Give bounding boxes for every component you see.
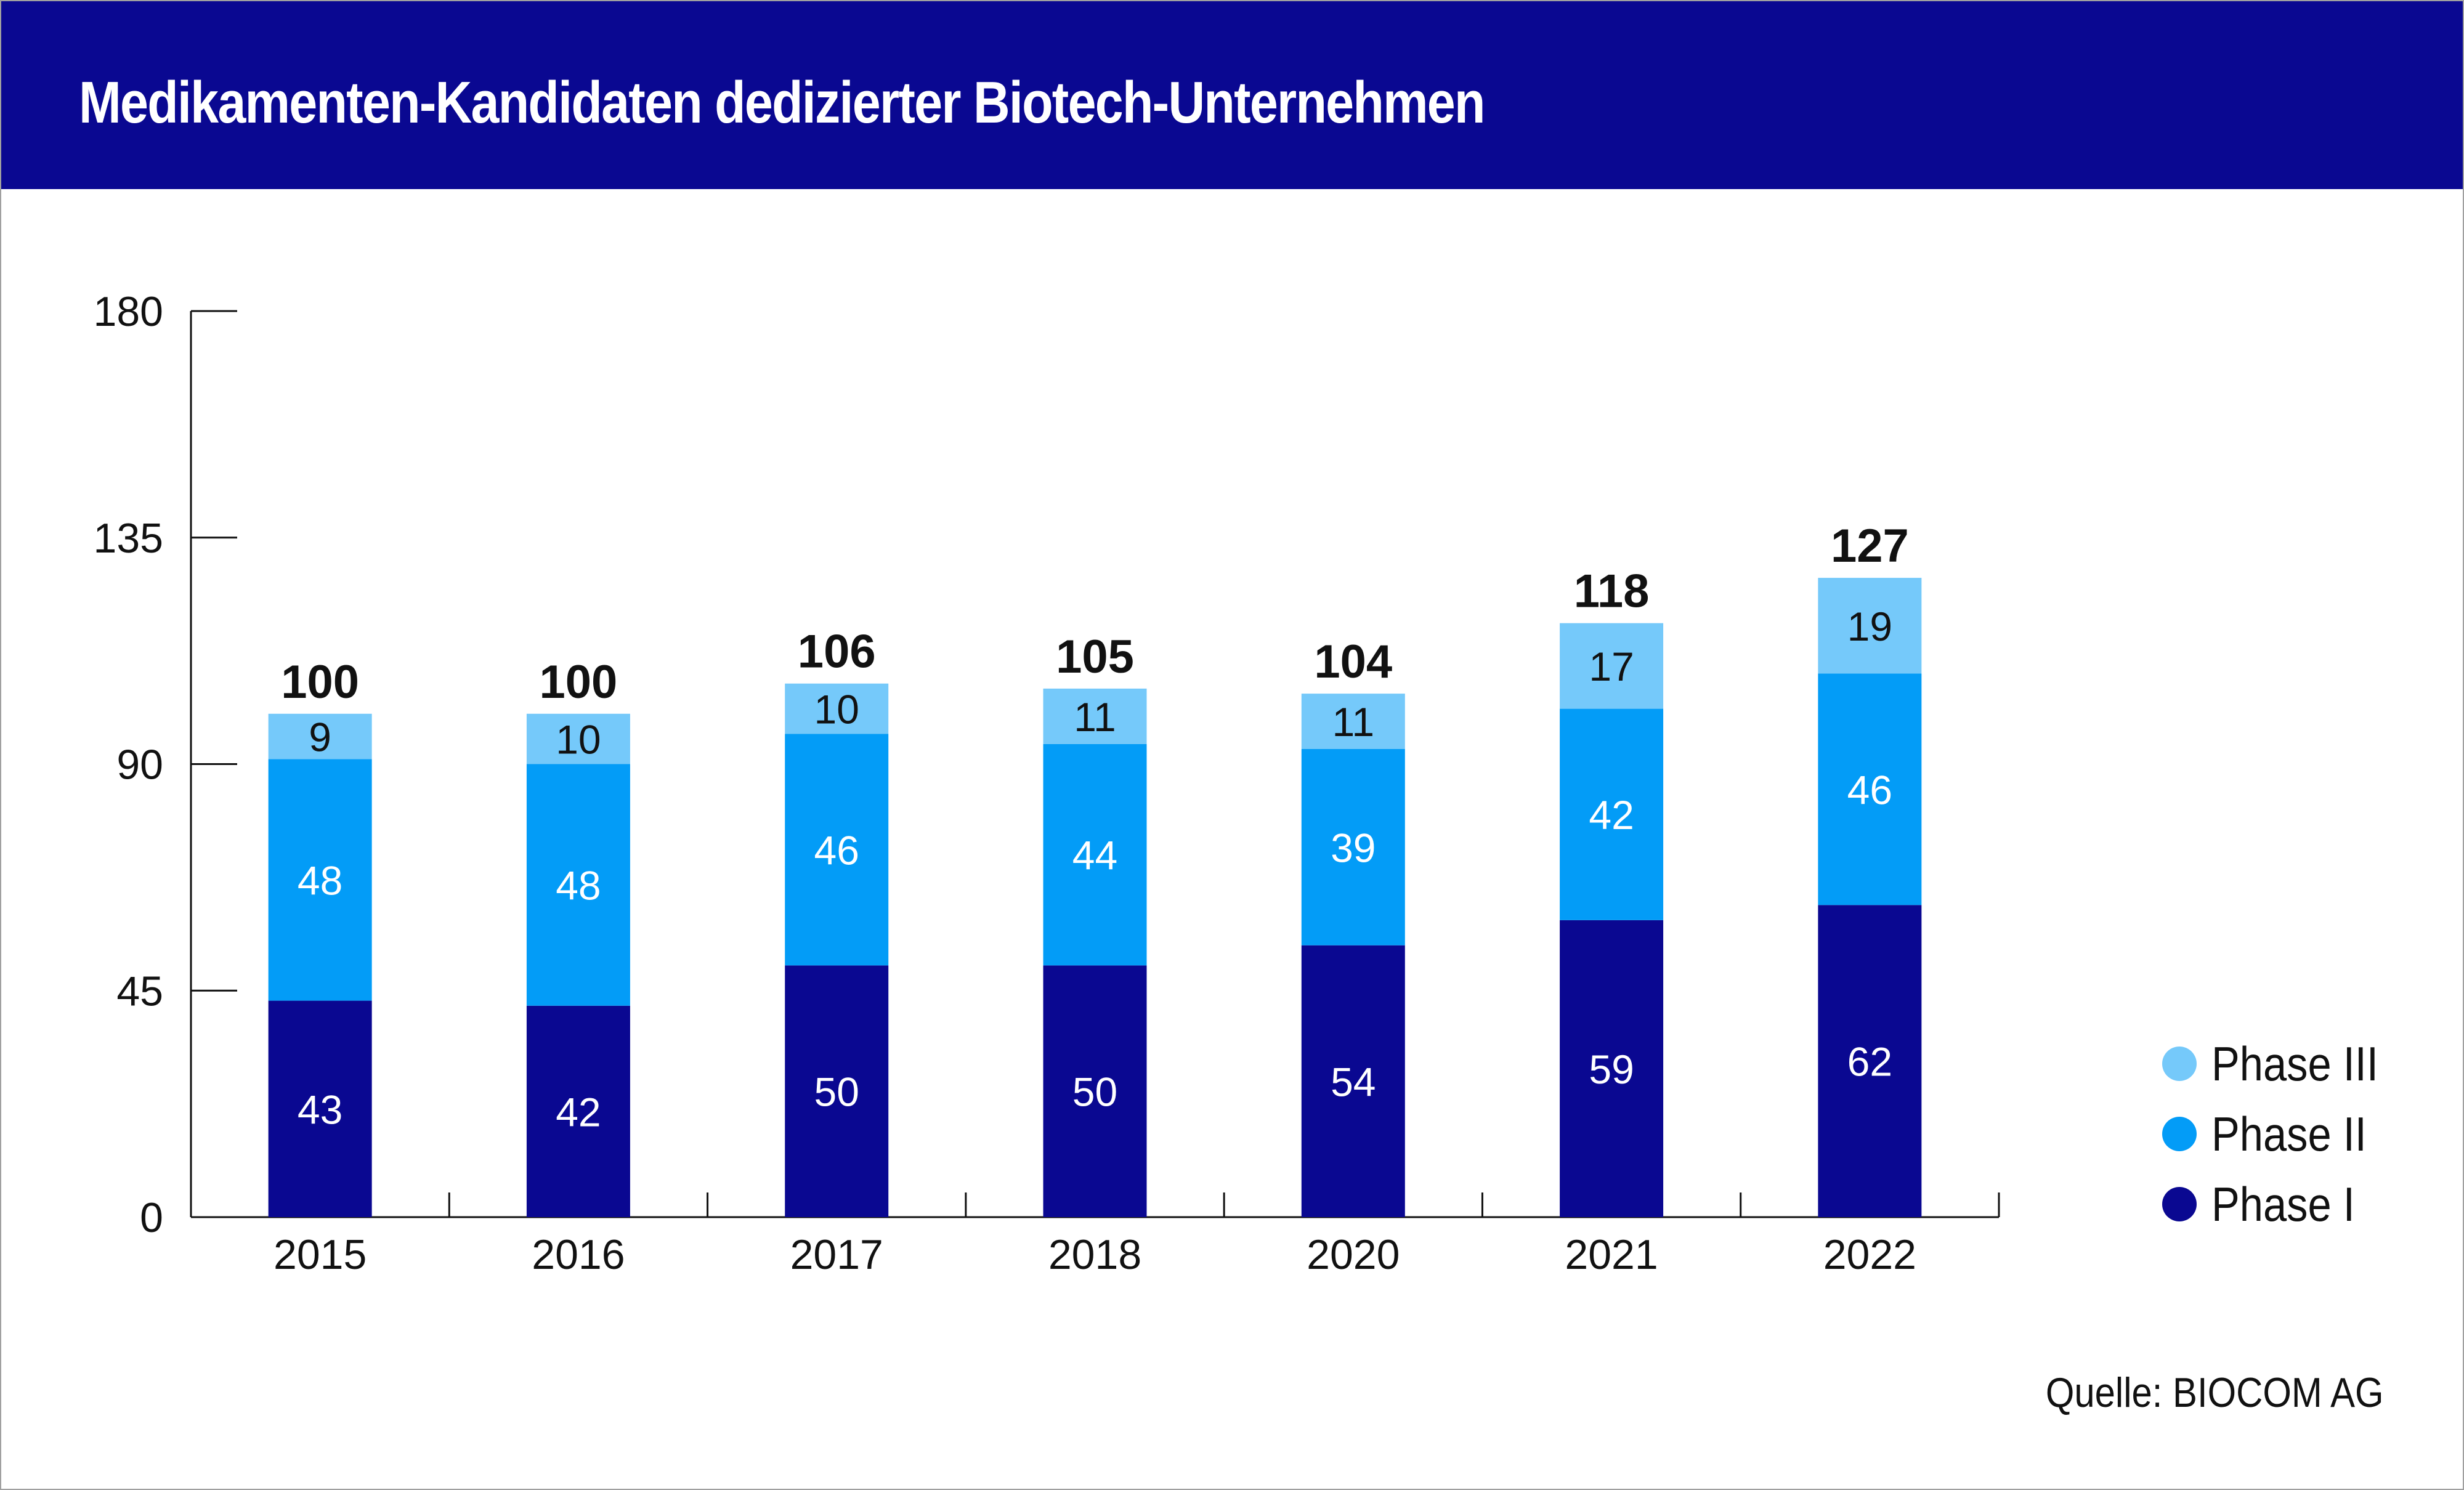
bar-segment: [1043, 743, 1147, 966]
bar-segment: [1818, 673, 1922, 905]
bar-segment: [1043, 688, 1147, 744]
bar-total-label: 104: [1314, 636, 1392, 688]
bar-total-label: 100: [281, 656, 359, 708]
legend-label-phase-3: Phase III: [2211, 1036, 2378, 1091]
legend-item-phase-2: Phase II: [2162, 1099, 2401, 1169]
bar-segment: [1818, 905, 1922, 1217]
bar-value-label: 19: [1847, 604, 1892, 649]
bar-segment: [785, 734, 889, 966]
legend-item-phase-1: Phase I: [2162, 1169, 2401, 1239]
bar-value-label: 10: [556, 717, 601, 763]
bar-value-label: 59: [1589, 1047, 1634, 1092]
bar-value-label: 50: [814, 1069, 859, 1115]
bar-total-label: 106: [798, 626, 876, 678]
bar-value-label: 48: [556, 863, 601, 909]
bar-segment: [268, 759, 372, 1001]
bar-segment: [785, 965, 889, 1217]
legend-item-phase-3: Phase III: [2162, 1029, 2401, 1099]
y-tick-label: 180: [94, 288, 163, 335]
x-tick-label: 2015: [274, 1231, 367, 1278]
y-tick-label: 45: [116, 968, 163, 1014]
title-banner: Medikamenten-Kandidaten dedizierter Biot…: [1, 1, 2463, 189]
x-tick-label: 2018: [1048, 1231, 1141, 1278]
bar-value-label: 44: [1072, 833, 1117, 878]
legend-swatch-phase-2: [2162, 1117, 2197, 1151]
bar-value-label: 48: [298, 857, 342, 903]
bar-segment: [526, 713, 630, 764]
source-note: Quelle: BIOCOM AG: [2046, 1369, 2384, 1416]
bar-value-label: 42: [1589, 792, 1634, 838]
bar-segment: [1301, 945, 1405, 1217]
y-tick-label: 135: [94, 515, 163, 562]
bar-segment: [268, 1000, 372, 1217]
bar-total-label: 105: [1056, 631, 1134, 683]
bar-value-label: 50: [1072, 1069, 1117, 1115]
legend-label-phase-2: Phase II: [2211, 1106, 2367, 1161]
bar-value-label: 46: [814, 827, 859, 873]
bar-segment: [268, 713, 372, 759]
x-tick-label: 2022: [1823, 1231, 1916, 1278]
bar-value-label: 39: [1331, 825, 1376, 870]
y-tick-label: 0: [140, 1194, 163, 1241]
y-tick-label: 90: [116, 742, 163, 788]
bar-total-label: 118: [1574, 565, 1650, 618]
bar-value-label: 62: [1847, 1039, 1892, 1085]
legend-swatch-phase-1: [2162, 1187, 2197, 1221]
bar-value-label: 11: [1074, 694, 1116, 740]
bar-segment: [526, 1005, 630, 1217]
legend: Phase III Phase II Phase I: [2162, 1029, 2401, 1239]
x-tick-label: 2020: [1307, 1231, 1400, 1278]
bar-segment: [1043, 965, 1147, 1217]
bar-value-label: 10: [814, 687, 859, 732]
bar-segment: [1560, 623, 1664, 709]
bar-total-label: 100: [540, 656, 618, 708]
bar-segment: [1818, 578, 1922, 674]
bar-segment: [526, 764, 630, 1006]
legend-label-phase-1: Phase I: [2211, 1176, 2355, 1231]
bar-value-label: 9: [309, 715, 331, 760]
bar-value-label: 11: [1332, 699, 1375, 745]
legend-swatch-phase-3: [2162, 1047, 2197, 1081]
bar-value-label: 46: [1847, 767, 1892, 812]
bar-value-label: 54: [1331, 1059, 1376, 1104]
bar-value-label: 43: [298, 1087, 342, 1132]
x-tick-label: 2021: [1565, 1231, 1658, 1278]
bar-segment: [785, 683, 889, 734]
bar-segment: [1301, 694, 1405, 749]
bar-segment: [1560, 920, 1664, 1217]
x-tick-label: 2017: [790, 1231, 883, 1278]
bar-segment: [1560, 708, 1664, 920]
chart-title: Medikamenten-Kandidaten dedizierter Biot…: [79, 70, 1485, 136]
x-tick-label: 2016: [532, 1231, 625, 1278]
bar-value-label: 42: [556, 1089, 601, 1135]
bar-value-label: 17: [1589, 644, 1634, 689]
bar-segment: [1301, 748, 1405, 945]
bar-total-label: 127: [1831, 520, 1909, 572]
